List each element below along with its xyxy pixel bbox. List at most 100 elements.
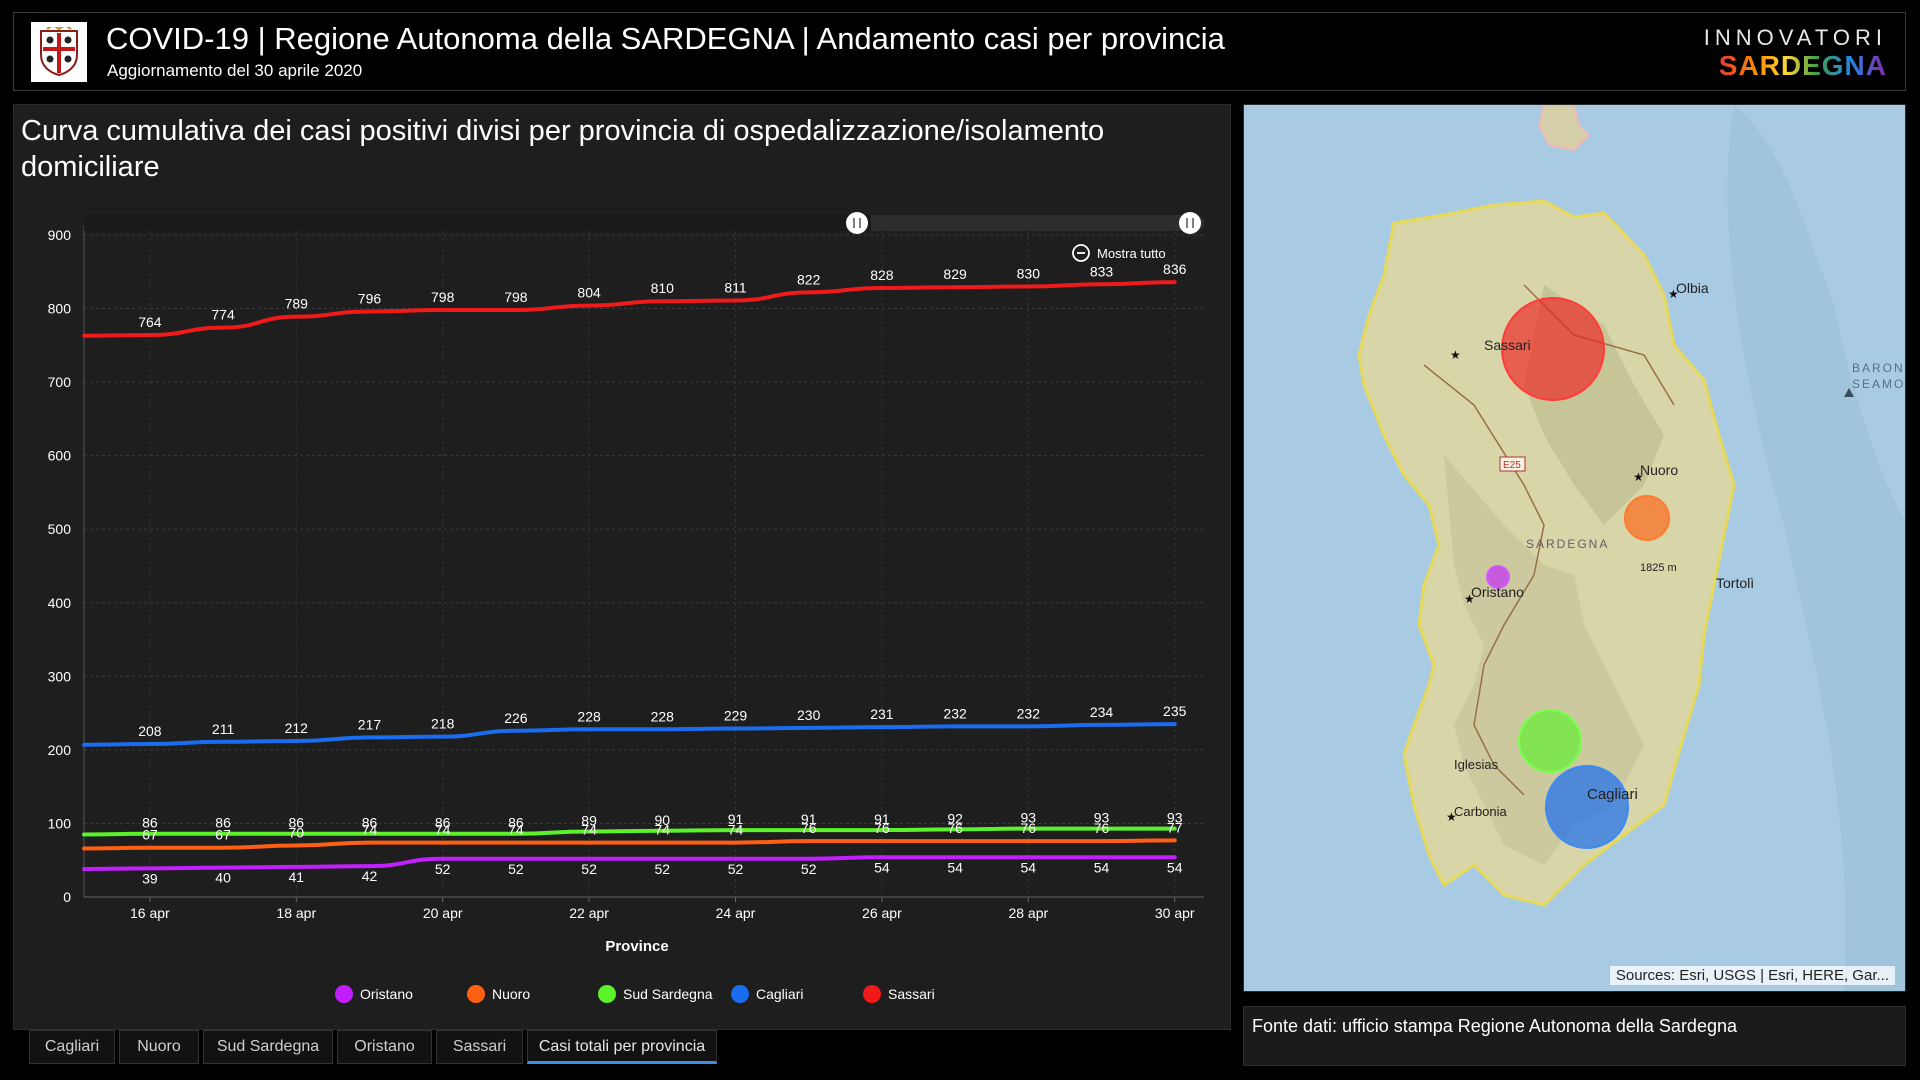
- series-line-sud-sardegna[interactable]: [82, 826, 1177, 837]
- data-label: 76: [801, 820, 817, 836]
- data-label: 93: [1094, 810, 1110, 826]
- map-label-nuoro: Nuoro: [1640, 462, 1678, 478]
- data-label: 74: [435, 822, 451, 838]
- data-label: 226: [504, 710, 528, 726]
- oristano-case-bubble[interactable]: [1486, 565, 1510, 589]
- data-label: 52: [508, 861, 524, 877]
- tab-cagliari[interactable]: Cagliari: [29, 1030, 115, 1064]
- coat-of-arms-icon: [31, 22, 87, 82]
- data-label: 798: [431, 289, 455, 305]
- line-chart: 0 100 200 300 400 500 600 700 800 900 16 apr 18 apr…: [48, 212, 1204, 1003]
- legend-label[interactable]: Sud Sardegna: [623, 986, 713, 1002]
- y-tick-label: 300: [48, 668, 72, 684]
- series-line-nuoro[interactable]: [82, 838, 1177, 851]
- legend-label[interactable]: Nuoro: [492, 986, 530, 1002]
- tab-sassari[interactable]: Sassari: [436, 1030, 523, 1064]
- data-label: 836: [1163, 261, 1187, 277]
- chart-title: Curva cumulativa dei casi positivi divis…: [21, 115, 1105, 183]
- show-all-button[interactable]: Mostra tutto: [1072, 244, 1166, 262]
- data-source-text: Fonte dati: ufficio stampa Regione Auton…: [1252, 1016, 1737, 1036]
- y-tick-label: 200: [48, 742, 72, 758]
- tab-sud-sardegna[interactable]: Sud Sardegna: [203, 1030, 333, 1064]
- page-title: COVID-19 | Regione Autonoma della SARDEG…: [106, 21, 1225, 56]
- data-label: 74: [508, 822, 524, 838]
- data-label: 40: [215, 870, 231, 886]
- y-tick-label: 700: [48, 374, 72, 390]
- y-tick-label: 800: [48, 301, 72, 317]
- y-tick-label: 600: [48, 448, 72, 464]
- data-label: 764: [138, 314, 162, 330]
- data-label: 234: [1090, 704, 1114, 720]
- data-label: 89: [581, 813, 597, 829]
- data-label: 93: [1167, 810, 1183, 826]
- legend-marker[interactable]: [598, 985, 616, 1003]
- sud-sardegna-case-bubble[interactable]: [1518, 709, 1582, 773]
- data-label: 91: [728, 811, 744, 827]
- data-label: 774: [211, 307, 235, 323]
- data-label: 92: [947, 810, 963, 826]
- data-label: 52: [728, 861, 744, 877]
- data-label: 74: [728, 822, 744, 838]
- data-label: 39: [142, 870, 158, 886]
- map-label-elevation: 1825 m: [1640, 562, 1677, 574]
- data-label: 810: [651, 280, 675, 296]
- map-label-olbia: Olbia: [1676, 280, 1709, 296]
- data-label: 231: [870, 706, 894, 722]
- x-tick-label: 30 apr: [1155, 905, 1195, 921]
- data-label: 86: [508, 815, 524, 831]
- map-label-tortoli: Tortolì: [1716, 575, 1754, 591]
- data-label: 52: [655, 861, 671, 877]
- sardinia-map[interactable]: Olbia Sassari Nuoro SARDEGNA 1825 m Oris…: [1244, 105, 1906, 992]
- x-tick-label: 18 apr: [276, 905, 316, 921]
- data-label: 41: [288, 869, 304, 885]
- legend-marker[interactable]: [863, 985, 881, 1003]
- data-label: 829: [943, 266, 967, 282]
- range-slider-handle-left[interactable]: [846, 212, 868, 234]
- legend-marker[interactable]: [335, 985, 353, 1003]
- y-tick-label: 500: [48, 521, 72, 537]
- data-label: 54: [1021, 859, 1037, 875]
- series-line-sassari[interactable]: [82, 280, 1177, 338]
- city-marker-oristano: ★: [1464, 592, 1475, 606]
- data-label: 232: [943, 705, 967, 721]
- data-label: 54: [947, 859, 963, 875]
- map-label-baronie-2: SEAMO: [1852, 377, 1905, 391]
- brand-logo-top: INNOVATORI: [1703, 25, 1887, 50]
- legend-label[interactable]: Oristano: [360, 986, 413, 1002]
- tab-nuoro[interactable]: Nuoro: [119, 1030, 199, 1064]
- y-tick-label: 900: [48, 227, 72, 243]
- nuoro-case-bubble[interactable]: [1624, 495, 1670, 541]
- data-label: 822: [797, 271, 821, 287]
- data-label: 76: [1021, 820, 1037, 836]
- map-panel[interactable]: Olbia Sassari Nuoro SARDEGNA 1825 m Oris…: [1243, 104, 1906, 992]
- brand-logo-bottom: SARDEGNA: [1718, 50, 1887, 81]
- sassari-case-bubble[interactable]: [1501, 297, 1605, 401]
- data-label: 229: [724, 708, 748, 724]
- baronie-seamount-icon: [1844, 388, 1854, 397]
- map-label-region: SARDEGNA: [1526, 537, 1609, 551]
- tab-oristano[interactable]: Oristano: [337, 1030, 432, 1064]
- legend-label[interactable]: Cagliari: [756, 986, 803, 1002]
- data-label: 91: [801, 811, 817, 827]
- y-tick-label: 400: [48, 595, 72, 611]
- map-label-sassari: Sassari: [1484, 337, 1531, 353]
- tab-casi-totali-per-provincia[interactable]: Casi totali per provincia: [527, 1030, 717, 1064]
- legend-label[interactable]: Sassari: [888, 986, 935, 1002]
- data-label: 789: [285, 296, 309, 312]
- map-label-cagliari: Cagliari: [1587, 786, 1638, 803]
- data-label: 76: [874, 820, 890, 836]
- series-line-oristano[interactable]: [82, 855, 1177, 872]
- data-label: 830: [1017, 265, 1041, 281]
- x-tick-label: 26 apr: [862, 905, 902, 921]
- data-label: 54: [1167, 859, 1183, 875]
- series-line-cagliari[interactable]: [82, 722, 1177, 747]
- x-tick-label: 16 apr: [130, 905, 170, 921]
- data-label: 811: [724, 279, 747, 295]
- range-slider-handle-right[interactable]: [1179, 212, 1201, 234]
- data-label: 90: [655, 812, 671, 828]
- legend-marker[interactable]: [731, 985, 749, 1003]
- cagliari-case-bubble[interactable]: [1545, 765, 1629, 849]
- legend-marker[interactable]: [467, 985, 485, 1003]
- data-label: 208: [138, 723, 162, 739]
- x-tick-label: 22 apr: [569, 905, 609, 921]
